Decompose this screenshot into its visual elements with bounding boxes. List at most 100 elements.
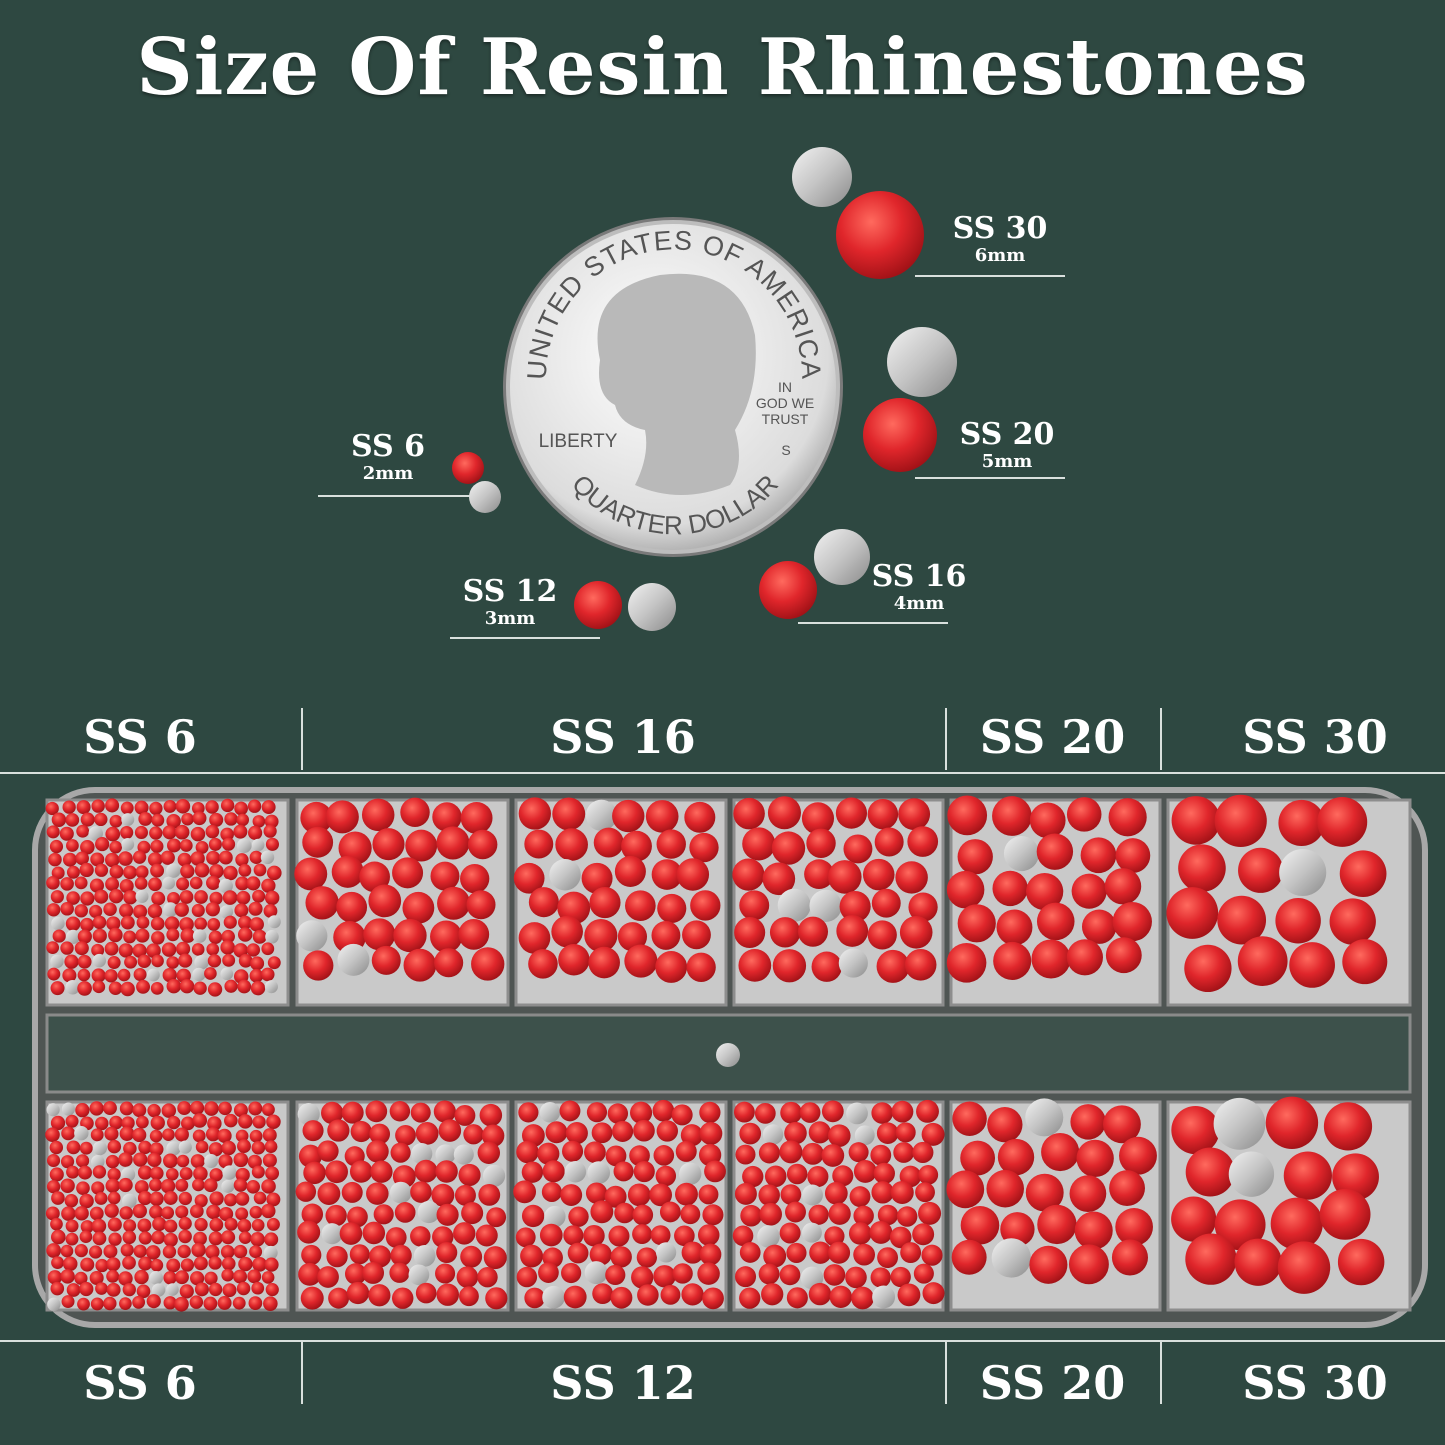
rhinestone xyxy=(195,840,209,854)
rhinestone xyxy=(672,1263,693,1284)
rhinestone xyxy=(178,1229,192,1244)
rhinestone xyxy=(209,1168,223,1182)
rhinestone xyxy=(207,918,221,931)
rhinestone xyxy=(453,1222,476,1245)
rhinestone xyxy=(362,1261,385,1284)
rhinestone xyxy=(218,878,233,894)
rhinestone xyxy=(232,1296,246,1310)
rhinestone xyxy=(175,798,191,814)
rhinestone xyxy=(208,1142,223,1157)
rhinestone xyxy=(653,1145,675,1166)
rhinestone xyxy=(344,1263,367,1285)
divider xyxy=(798,622,948,624)
rhinestone xyxy=(1184,944,1232,993)
rhinestone xyxy=(133,968,147,981)
rhinestone xyxy=(298,1262,322,1286)
rhinestone xyxy=(147,1152,162,1168)
rhinestone xyxy=(764,1165,787,1188)
rhinestone xyxy=(80,1257,95,1272)
rhinestone xyxy=(249,850,263,864)
rhinestone xyxy=(121,837,135,851)
rhinestone xyxy=(161,1103,177,1118)
rhinestone xyxy=(992,870,1028,907)
rhinestone xyxy=(92,915,107,930)
rhinestone xyxy=(786,1163,808,1185)
rhinestone xyxy=(124,955,138,969)
rhinestone xyxy=(51,812,67,827)
rhinestone xyxy=(247,1154,262,1169)
rhinestone xyxy=(233,824,248,839)
rhinestone xyxy=(437,886,471,920)
rhinestone xyxy=(119,1101,134,1116)
rhinestone xyxy=(655,1242,677,1263)
rhinestone xyxy=(1112,901,1152,942)
rhinestone xyxy=(458,918,490,950)
rhinestone xyxy=(135,865,149,879)
rhinestone xyxy=(119,903,134,918)
rhinestone xyxy=(772,949,807,983)
rhinestone xyxy=(89,878,105,893)
rhinestone xyxy=(193,981,207,995)
rhinestone xyxy=(1037,1204,1077,1245)
rhinestone xyxy=(1171,1196,1217,1242)
rhinestone xyxy=(88,1245,103,1259)
rhinestone xyxy=(371,945,401,975)
rhinestone xyxy=(235,876,250,891)
rhinestone xyxy=(459,1286,479,1307)
rhinestone xyxy=(368,1284,391,1307)
rhinestone xyxy=(390,1244,412,1267)
rhinestone xyxy=(190,851,205,866)
rhinestone xyxy=(163,1153,178,1169)
rhinestone xyxy=(832,1165,854,1187)
rhinestone xyxy=(479,1103,503,1127)
rhinestone xyxy=(475,1224,498,1247)
rhinestone xyxy=(178,953,193,968)
rhinestone xyxy=(347,1206,368,1228)
rhinestone xyxy=(895,1122,916,1143)
rhinestone xyxy=(263,1245,278,1260)
rhinestone xyxy=(1102,1105,1141,1144)
rhinestone xyxy=(518,1102,539,1123)
rhinestone xyxy=(49,839,64,854)
rhinestone xyxy=(220,798,235,813)
rhinestone xyxy=(206,1204,221,1220)
rhinestone xyxy=(178,1216,192,1231)
rhinestone xyxy=(1185,1147,1235,1197)
rhinestone xyxy=(478,1183,501,1206)
rhinestone xyxy=(411,1143,433,1165)
rhinestone xyxy=(49,1140,64,1155)
rhinestone xyxy=(613,1161,634,1182)
rhinestone xyxy=(190,1154,205,1169)
rhinestone xyxy=(120,825,134,840)
rhinestone xyxy=(221,1179,235,1193)
rhinestone xyxy=(151,931,165,945)
rhinestone xyxy=(149,1191,164,1206)
rhinestone xyxy=(811,951,842,982)
rhinestone xyxy=(739,1122,762,1145)
rhinestone xyxy=(138,1256,153,1271)
rhinestone xyxy=(61,1102,76,1116)
rhinestone xyxy=(120,915,135,930)
rhinestone xyxy=(742,827,776,861)
rhinestone xyxy=(134,1180,149,1195)
rhinestone xyxy=(297,1103,320,1126)
rhinestone xyxy=(252,1256,267,1272)
rhinestone xyxy=(460,1245,483,1268)
rhinestone xyxy=(303,950,334,981)
rhinestone xyxy=(851,1286,874,1310)
rhinestone xyxy=(209,1217,224,1232)
rhinestone xyxy=(1029,1245,1068,1284)
rhinestone xyxy=(821,1144,845,1167)
rhinestone xyxy=(234,801,248,816)
rhinestone xyxy=(649,1183,673,1207)
rhinestone xyxy=(846,1102,868,1125)
rhinestone xyxy=(1003,835,1040,872)
rhinestone xyxy=(1178,844,1226,892)
rhinestone xyxy=(827,1124,851,1147)
bottom-header-3: SS 20 xyxy=(979,1356,1126,1410)
rhinestone xyxy=(134,825,148,840)
rhinestone xyxy=(801,802,835,835)
rhinestone xyxy=(193,1166,208,1181)
rhinestone xyxy=(389,1181,412,1204)
rhinestone xyxy=(516,1266,538,1288)
